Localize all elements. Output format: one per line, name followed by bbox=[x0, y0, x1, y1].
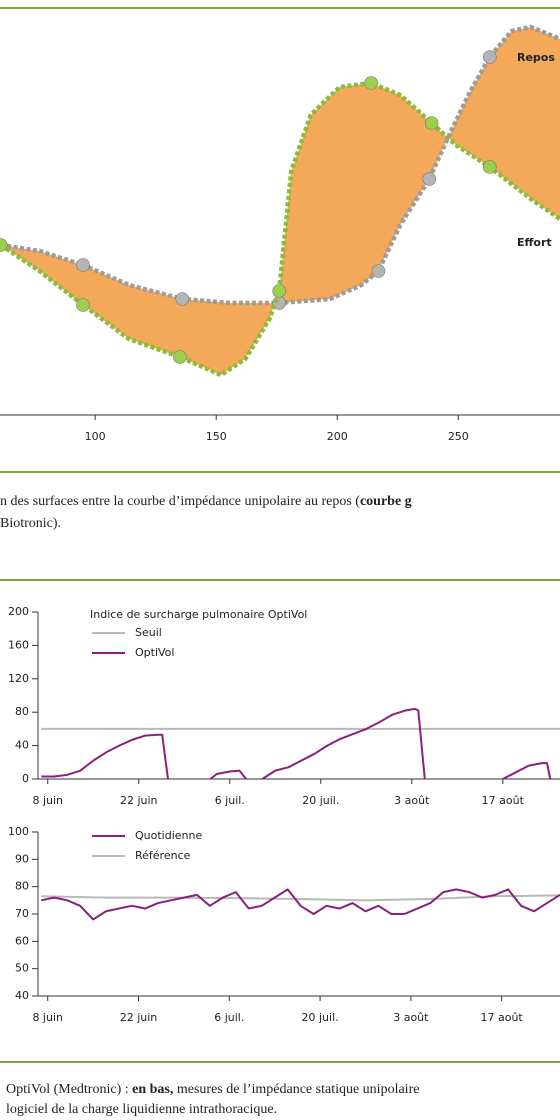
x-tick-label: 20 juil. bbox=[302, 794, 339, 807]
x-tick-label: 200 bbox=[327, 430, 348, 443]
caption-line: OptiVol (Medtronic) : en bas, mesures de… bbox=[6, 1082, 419, 1097]
x-tick-label: 3 août bbox=[394, 794, 430, 807]
caption-text: mesures de l’impédance statique unipolai… bbox=[173, 1082, 419, 1097]
y-tick-label: 70 bbox=[15, 907, 29, 920]
marker bbox=[371, 264, 386, 278]
x-tick-label: 22 juin bbox=[120, 1011, 158, 1024]
marker bbox=[482, 160, 497, 174]
x-tick-label: 17 août bbox=[481, 1011, 524, 1024]
legend-title: Indice de surcharge pulmonaire OptiVol bbox=[90, 608, 307, 621]
x-tick-label: 6 juil. bbox=[215, 794, 245, 807]
x-tick-label: 3 août bbox=[393, 1011, 429, 1024]
marker bbox=[272, 284, 286, 298]
x-tick-label: 6 juil. bbox=[214, 1011, 244, 1024]
caption-text: courbe g bbox=[360, 494, 412, 509]
marker bbox=[76, 298, 90, 312]
marker bbox=[424, 116, 439, 130]
x-tick-label: 250 bbox=[448, 430, 469, 443]
legend-label: OptiVol bbox=[135, 646, 174, 659]
y-tick-label: 120 bbox=[8, 672, 29, 685]
y-tick-label: 60 bbox=[15, 934, 29, 947]
y-tick-label: 90 bbox=[15, 852, 29, 865]
y-tick-label: 40 bbox=[15, 739, 29, 752]
caption-text: en bas, bbox=[132, 1082, 173, 1097]
y-tick-label: 160 bbox=[8, 638, 29, 651]
x-tick-label: 17 août bbox=[482, 794, 525, 807]
curve bbox=[0, 80, 560, 378]
marker bbox=[175, 292, 190, 306]
line bbox=[41, 888, 560, 921]
y-tick-label: 0 bbox=[22, 772, 29, 785]
marker bbox=[364, 76, 378, 90]
caption-text: n des surfaces entre la courbe d’impédan… bbox=[0, 494, 360, 509]
y-tick-label: 80 bbox=[15, 705, 29, 718]
caption-line: n des surfaces entre la courbe d’impédan… bbox=[0, 494, 412, 509]
y-tick-label: 40 bbox=[15, 989, 29, 1002]
marker bbox=[482, 50, 497, 64]
x-tick-label: 8 juin bbox=[32, 1011, 63, 1024]
legend-label: Seuil bbox=[135, 626, 162, 639]
x-tick-label: 22 juin bbox=[120, 794, 158, 807]
caption-text: Biotronic). bbox=[0, 516, 61, 531]
y-tick-label: 80 bbox=[15, 880, 29, 893]
y-tick-label: 200 bbox=[8, 605, 29, 618]
caption-text: OptiVol (Medtronic) : bbox=[6, 1082, 132, 1097]
x-tick-label: 150 bbox=[206, 430, 227, 443]
x-tick-label: 20 juil. bbox=[302, 1011, 339, 1024]
marker bbox=[173, 350, 187, 364]
x-tick-label: 8 juin bbox=[32, 794, 63, 807]
marker bbox=[76, 258, 90, 272]
curve bbox=[0, 24, 560, 306]
caption-line: Biotronic). bbox=[0, 516, 61, 531]
caption-text: logiciel de la charge liquidienne intrat… bbox=[6, 1102, 277, 1117]
legend-label: Référence bbox=[135, 849, 191, 862]
y-tick-label: 100 bbox=[8, 825, 29, 838]
x-tick-label: 100 bbox=[85, 430, 106, 443]
series-label: Repos bbox=[517, 51, 555, 64]
legend-label: Quotidienne bbox=[135, 829, 202, 842]
line bbox=[41, 894, 560, 902]
line bbox=[41, 707, 552, 780]
marker bbox=[0, 238, 8, 252]
fill-area bbox=[0, 27, 560, 375]
marker bbox=[422, 172, 437, 186]
y-tick-label: 50 bbox=[15, 962, 29, 975]
series-label: Effort bbox=[517, 236, 552, 249]
caption-line: logiciel de la charge liquidienne intrat… bbox=[6, 1102, 277, 1117]
